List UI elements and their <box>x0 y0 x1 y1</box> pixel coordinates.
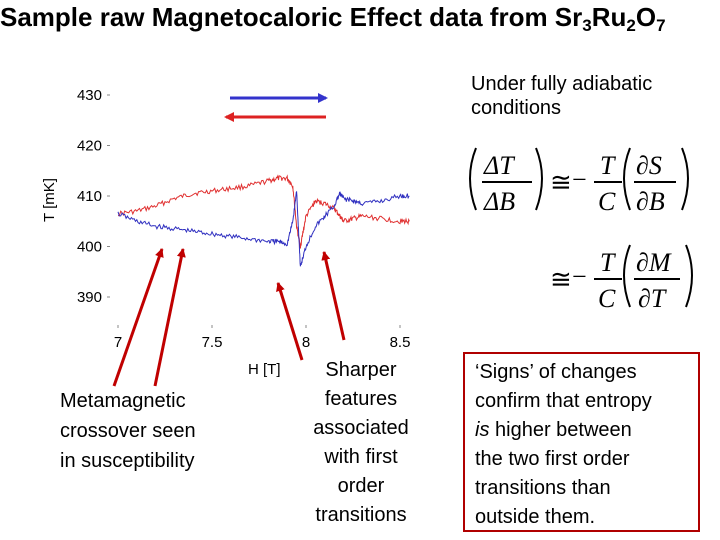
entropy-note-box: ‘Signs’ of changes confirm that entropy … <box>463 352 700 532</box>
svg-text:T: T <box>600 248 616 277</box>
adiabatic-note: Under fully adiabatic conditions <box>471 73 653 119</box>
y-tick-label: 430 <box>77 87 102 104</box>
meta-pointer-left <box>112 248 164 387</box>
meta-pointer-right <box>153 248 186 387</box>
x-tick-label: 7.5 <box>202 334 223 351</box>
x-tick-label: 8 <box>302 334 310 351</box>
sharp-pointer-left <box>276 282 304 361</box>
svg-text:∂S: ∂S <box>636 151 662 180</box>
y-tick-label: 390 <box>77 289 102 306</box>
x-tick-label: 7 <box>114 334 122 351</box>
page-title: Sample raw Magnetocaloric Effect data fr… <box>0 2 666 35</box>
svg-text:∂B: ∂B <box>636 187 665 216</box>
y-tick-label: 420 <box>77 138 102 155</box>
svg-text:ΔT: ΔT <box>483 151 515 180</box>
series-line-blue <box>117 190 410 267</box>
y-tick-label: 410 <box>77 188 102 205</box>
svg-text:C: C <box>598 284 616 313</box>
series-line-red <box>118 174 410 249</box>
svg-text:ΔB: ΔB <box>483 187 515 216</box>
svg-text:≅: ≅ <box>550 168 572 197</box>
svg-text:C: C <box>598 187 616 216</box>
y-tick-label: 400 <box>77 239 102 256</box>
sharp-pointer-right <box>321 251 346 341</box>
y-axis-label: T [mK] <box>41 178 58 222</box>
x-tick-label: 8.5 <box>390 334 411 351</box>
x-axis-label: H [T] <box>248 361 281 378</box>
sharper-features-note: Sharper features associated with first o… <box>313 359 409 526</box>
svg-text:−: − <box>572 165 587 194</box>
svg-text:≅: ≅ <box>550 265 572 294</box>
equation: ΔT ΔB ≅ − T C ∂S ∂B ≅ − T C ∂M ∂T <box>469 147 693 313</box>
svg-text:∂M: ∂M <box>636 248 672 277</box>
svg-text:∂T: ∂T <box>638 284 667 313</box>
metamagnetic-note: Metamagnetic crossover seen in susceptib… <box>60 390 196 472</box>
svg-text:−: − <box>572 262 587 291</box>
svg-text:T: T <box>600 151 616 180</box>
